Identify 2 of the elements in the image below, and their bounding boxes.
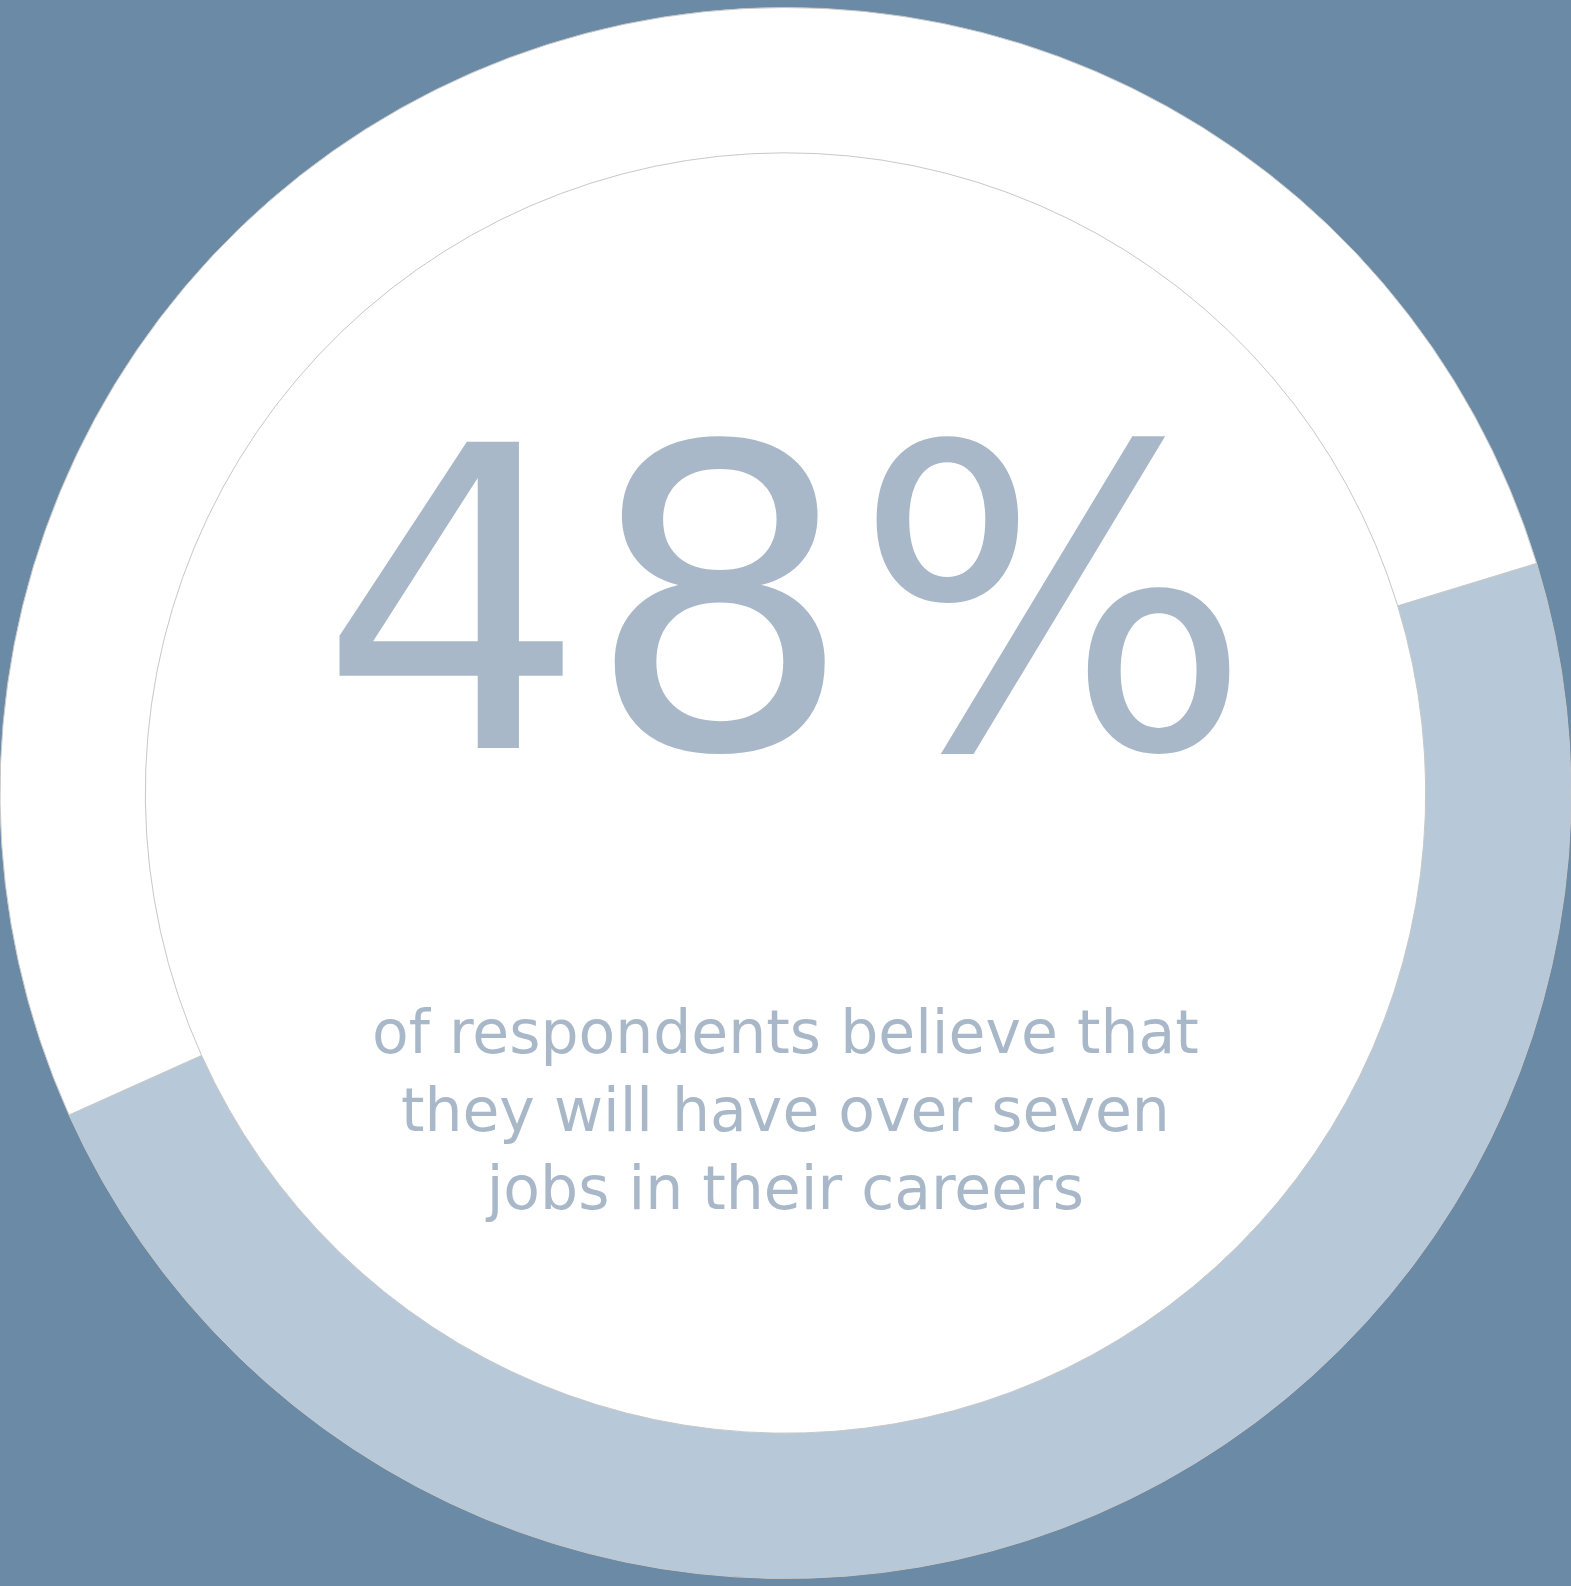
text: 48% (319, 358, 1253, 847)
text: of respondents believe that they will have over seven jobs in their careers (372, 997, 1199, 1223)
